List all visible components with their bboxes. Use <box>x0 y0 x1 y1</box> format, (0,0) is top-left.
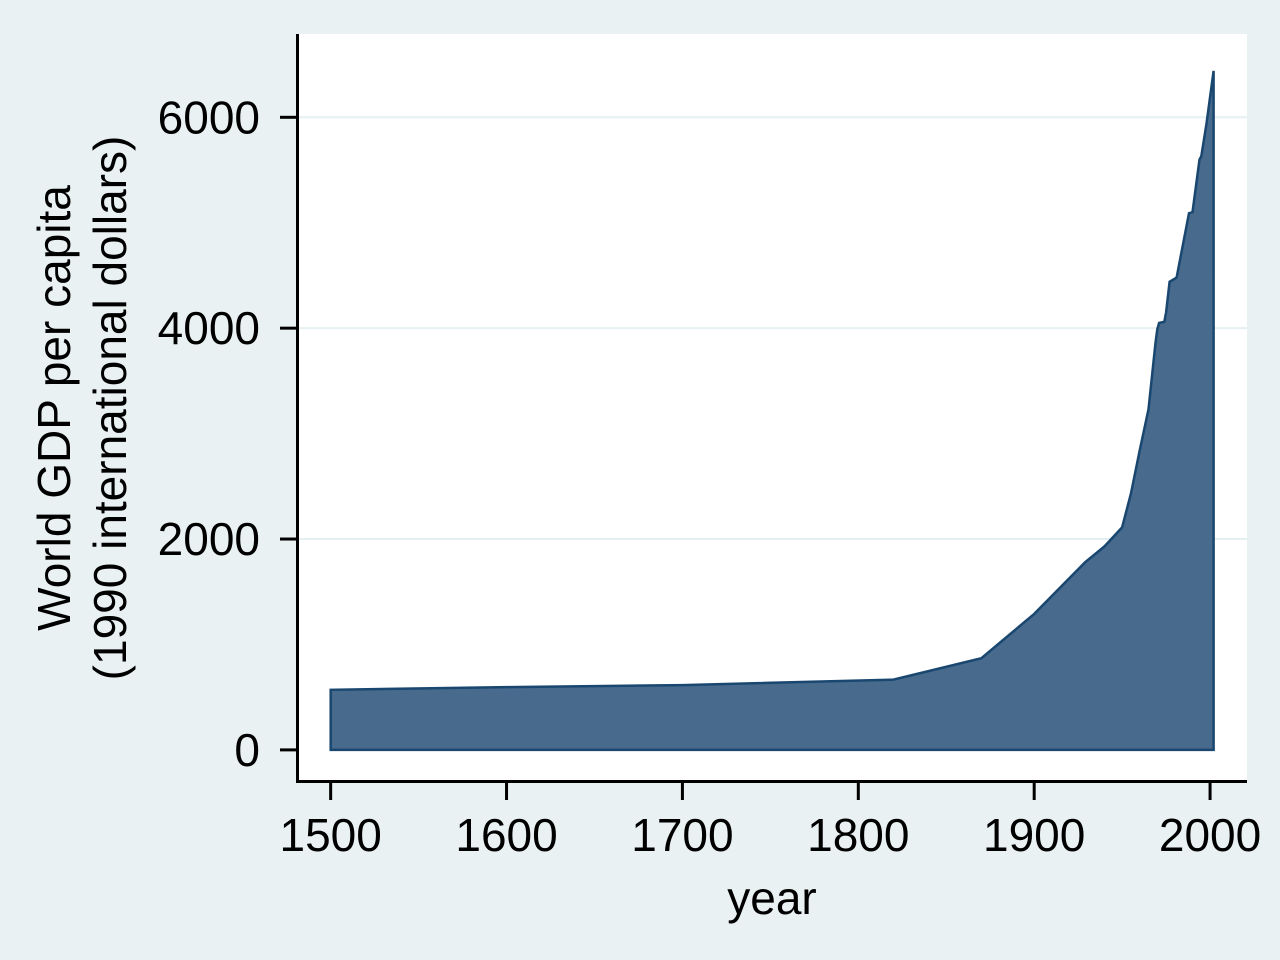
x-tick-label-1900: 1900 <box>983 809 1085 861</box>
x-axis-title: year <box>727 872 817 924</box>
area-series-world-gdp <box>329 70 1215 752</box>
y-tick-label-6000: 6000 <box>158 91 260 143</box>
y-axis-title: World GDP per capita (1990 international… <box>26 28 138 788</box>
y-axis-title-line1: World GDP per capita <box>28 185 80 631</box>
x-tick-label-2000: 2000 <box>1159 809 1261 861</box>
y-tick-label-2000: 2000 <box>158 513 260 565</box>
x-tick-label-1700: 1700 <box>631 809 733 861</box>
y-tick-label-0: 0 <box>234 724 260 776</box>
x-tick-label-1800: 1800 <box>807 809 909 861</box>
y-tick-label-4000: 4000 <box>158 302 260 354</box>
y-axis-title-line2: (1990 international dollars) <box>84 135 136 681</box>
x-tick-label-1500: 1500 <box>279 809 381 861</box>
x-tick-label-1600: 1600 <box>455 809 557 861</box>
